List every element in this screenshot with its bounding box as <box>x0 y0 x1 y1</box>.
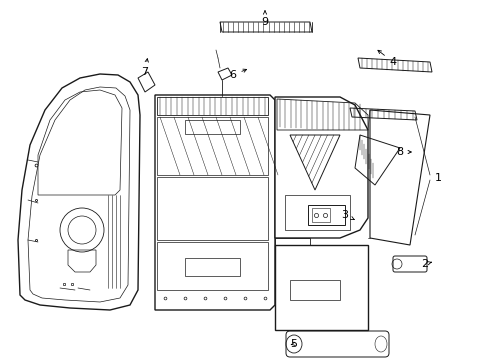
Text: 7: 7 <box>141 59 148 77</box>
Bar <box>184 258 240 276</box>
Text: 2: 2 <box>421 259 430 269</box>
Polygon shape <box>274 245 367 330</box>
Polygon shape <box>274 97 367 238</box>
Text: 9: 9 <box>261 11 268 27</box>
Text: 4: 4 <box>377 50 396 67</box>
Text: 1: 1 <box>434 173 441 183</box>
Text: 6: 6 <box>229 69 246 80</box>
Text: 3: 3 <box>341 210 353 220</box>
Bar <box>184 120 240 134</box>
Bar <box>289 280 339 300</box>
Polygon shape <box>155 95 274 310</box>
Bar <box>285 195 349 230</box>
Text: 5: 5 <box>290 339 297 349</box>
Polygon shape <box>18 74 140 310</box>
Text: 8: 8 <box>396 147 410 157</box>
